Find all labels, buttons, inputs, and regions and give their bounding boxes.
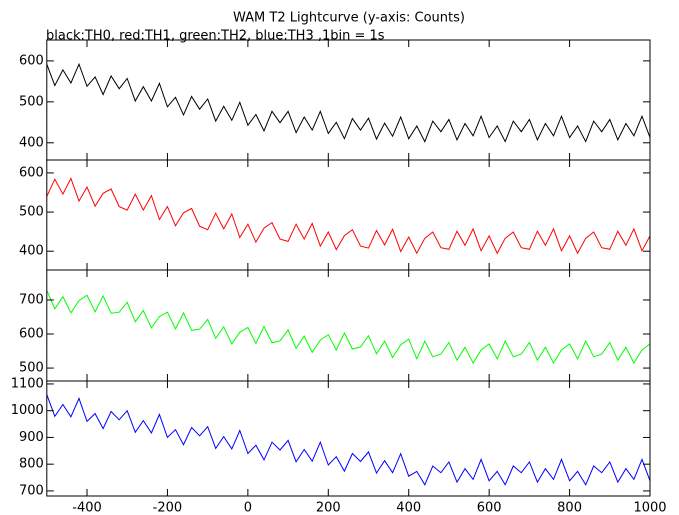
x-tick-label: -200 [153,501,183,515]
data-line [46,290,651,365]
chart-title: WAM T2 Lightcurve (y-axis: Counts) [233,11,465,26]
panel-frame [46,159,651,271]
panel-frame [46,380,651,497]
x-tick-label: 200 [316,501,341,515]
y-tick-label: 700 [19,483,44,498]
x-tick-label: 0 [244,501,252,515]
y-tick-label: 1000 [11,403,44,418]
y-tick-label: 600 [19,327,44,342]
x-tick-label: 400 [396,501,421,515]
y-tick-label: 1100 [11,376,44,391]
data-line [46,62,651,143]
panel-frame [46,269,651,382]
data-line [46,394,651,486]
y-tick-label: 600 [19,53,44,68]
y-tick-label: 400 [19,135,44,150]
data-line [46,177,651,255]
y-tick-label: 500 [19,205,44,220]
x-tick-label: 1000 [633,501,666,515]
y-tick-label: 600 [19,165,44,180]
y-tick-label: 400 [19,244,44,259]
x-tick-label: 600 [477,501,502,515]
chart-subtitle: black:TH0, red:TH1, green:TH2, blue:TH3 … [46,29,385,44]
y-tick-label: 700 [19,292,44,307]
panel-frame [46,39,651,161]
y-tick-label: 500 [19,94,44,109]
x-tick-label: -400 [72,501,102,515]
y-tick-label: 500 [19,361,44,376]
y-tick-label: 800 [19,457,44,472]
y-tick-label: 900 [19,430,44,445]
x-tick-label: 800 [557,501,582,515]
